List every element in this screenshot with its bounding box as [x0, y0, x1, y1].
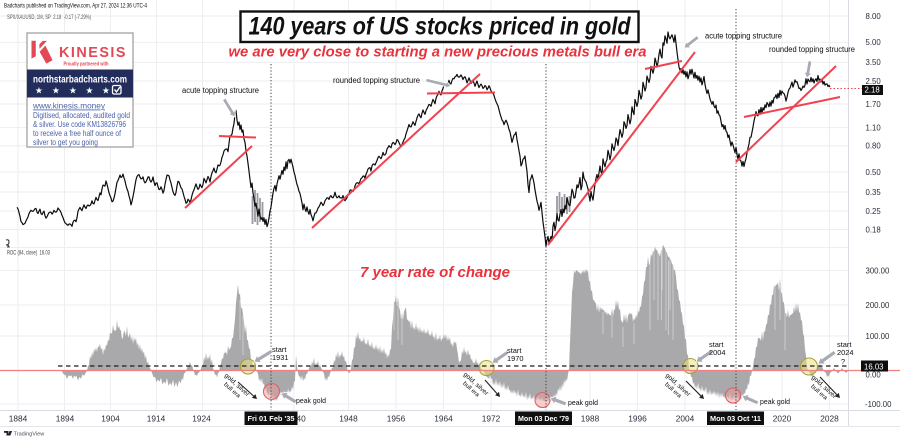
svg-text:1884: 1884 [9, 414, 28, 424]
svg-text:?: ? [841, 357, 845, 366]
svg-text:1904: 1904 [101, 414, 120, 424]
svg-text:1996: 1996 [628, 414, 647, 424]
svg-text:northstarbadcharts.com: northstarbadcharts.com [33, 75, 127, 86]
svg-text:0.50: 0.50 [866, 168, 882, 177]
svg-text:2004: 2004 [709, 348, 725, 357]
svg-text:1.70: 1.70 [866, 100, 882, 109]
svg-text:TradingView: TradingView [14, 432, 46, 438]
svg-text:ROC (84, close) 16.03: ROC (84, close) 16.03 [7, 251, 50, 257]
svg-text:www.kinesis.money: www.kinesis.money [32, 101, 106, 111]
svg-text:SPX/XAUUSD, 1M, SP 2.18 -0.1: SPX/XAUUSD, 1M, SP 2.18 -0.17 (-7.29%) [7, 15, 91, 21]
svg-text:start: start [272, 345, 286, 354]
svg-text:140 years of US stocks priced: 140 years of US stocks priced in gold [249, 13, 632, 41]
svg-text:2004: 2004 [676, 414, 695, 424]
svg-text:8.00: 8.00 [866, 12, 882, 21]
svg-text:1972: 1972 [482, 414, 501, 424]
svg-text:2024: 2024 [837, 348, 853, 357]
svg-text:16.03: 16.03 [864, 362, 884, 371]
svg-text:1894: 1894 [56, 414, 75, 424]
svg-text:1924: 1924 [192, 414, 211, 424]
svg-text:to receive a free half ounce o: to receive a free half ounce of [33, 128, 122, 138]
svg-text:100.00: 100.00 [866, 332, 891, 341]
svg-text:1.10: 1.10 [866, 123, 882, 132]
svg-text:1948: 1948 [339, 414, 358, 424]
svg-text:-100.00: -100.00 [865, 400, 892, 409]
svg-text:peak gold: peak gold [296, 396, 326, 405]
svg-text:1914: 1914 [147, 414, 166, 424]
svg-text:7 year rate of change: 7 year rate of change [360, 265, 510, 281]
svg-text:★: ★ [69, 86, 77, 96]
svg-text:rounded topping structure: rounded topping structure [769, 45, 855, 54]
svg-text:0.80: 0.80 [866, 142, 882, 151]
svg-text:1970: 1970 [507, 354, 523, 363]
svg-text:2.18: 2.18 [865, 86, 880, 95]
svg-text:rounded topping structure: rounded topping structure [333, 76, 420, 85]
svg-text:start: start [837, 340, 851, 349]
svg-text:silver to get you going: silver to get you going [33, 137, 98, 147]
svg-text:Fri 01 Feb '35: Fri 01 Feb '35 [248, 414, 296, 423]
svg-text:Mon 03 Dec '79: Mon 03 Dec '79 [518, 414, 569, 423]
svg-text:we are very close to starting: we are very close to starting a new prec… [229, 44, 647, 61]
svg-text:0.35: 0.35 [866, 188, 882, 197]
svg-text:peak gold: peak gold [760, 397, 790, 406]
svg-text:Badcharts published on Trading: Badcharts published on TradingView.com, … [4, 4, 148, 10]
svg-text:KINESIS: KINESIS [59, 44, 127, 61]
svg-text:2.50: 2.50 [866, 77, 882, 86]
svg-text:1988: 1988 [581, 414, 600, 424]
svg-text:Mon 03 Oct '11: Mon 03 Oct '11 [710, 414, 762, 423]
svg-text:★: ★ [102, 86, 110, 96]
svg-text:& silver. Use code KM13826796: & silver. Use code KM13826796 [33, 119, 126, 129]
svg-text:acute topping structure: acute topping structure [182, 86, 259, 95]
svg-text:Proudly partnered with: Proudly partnered with [64, 62, 109, 68]
svg-text:acute topping structure: acute topping structure [705, 32, 782, 41]
svg-text:200.00: 200.00 [866, 301, 891, 310]
svg-text:2020: 2020 [773, 414, 792, 424]
svg-text:start: start [709, 340, 723, 349]
svg-text:0.00: 0.00 [866, 370, 882, 379]
svg-text:Digitised, allocated, audited: Digitised, allocated, audited gold [33, 110, 130, 120]
svg-text:★: ★ [52, 86, 60, 96]
svg-text:3.50: 3.50 [866, 58, 882, 67]
svg-text:1964: 1964 [434, 414, 453, 424]
svg-text:★: ★ [35, 86, 43, 96]
svg-text:2028: 2028 [820, 414, 839, 424]
svg-text:5.00: 5.00 [866, 38, 882, 47]
svg-text:1956: 1956 [387, 414, 406, 424]
svg-text:★: ★ [85, 86, 93, 96]
svg-text:peak gold: peak gold [568, 398, 598, 407]
svg-text:1931: 1931 [272, 353, 288, 362]
svg-text:start: start [507, 346, 521, 355]
svg-text:0.25: 0.25 [866, 207, 882, 216]
svg-text:300.00: 300.00 [866, 266, 891, 275]
svg-text:0.18: 0.18 [866, 225, 881, 234]
